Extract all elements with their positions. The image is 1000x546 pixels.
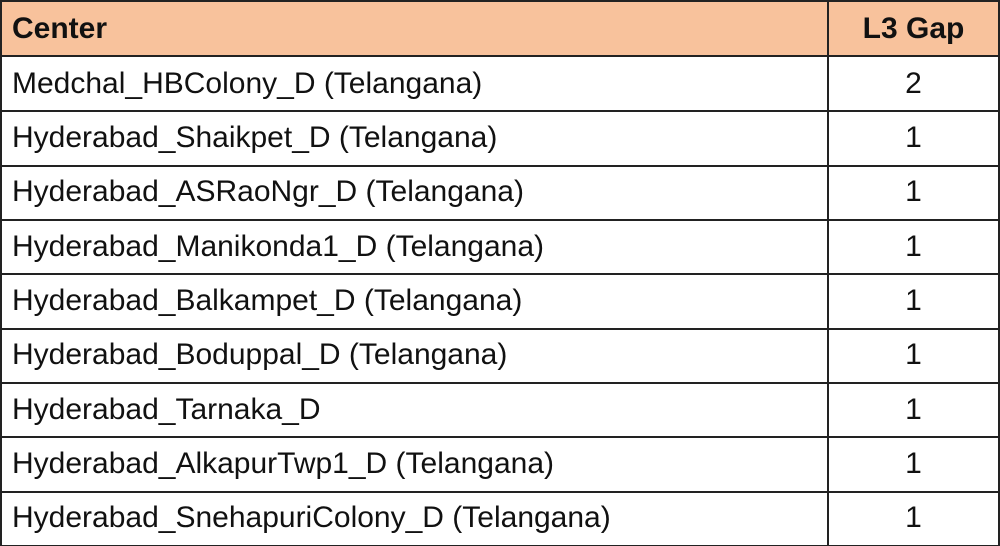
table-cell: 1 [829, 383, 1000, 437]
header-row: Center L3 Gap [0, 0, 1000, 57]
table-cell: Hyderabad_Boduppal_D (Telangana) [0, 328, 829, 382]
table-row: Hyderabad_Manikonda1_D (Telangana) 1 [0, 220, 1000, 276]
table-row: Hyderabad_AlkapurTwp1_D (Telangana) 1 [0, 437, 1000, 493]
table-row: Hyderabad_Balkampet_D (Telangana) 1 [0, 274, 1000, 330]
table-cell: 2 [829, 57, 1000, 111]
table-cell: 1 [829, 328, 1000, 382]
table-cell: 1 [829, 165, 1000, 219]
table-row: Hyderabad_Tarnaka_D 1 [0, 383, 1000, 439]
table-row: Hyderabad_Boduppal_D (Telangana) 1 [0, 328, 1000, 384]
table-cell: Center [0, 2, 829, 55]
table-cell: 1 [829, 111, 1000, 165]
table-cell: Hyderabad_SnehapuriColony_D (Telangana) [0, 491, 829, 545]
table-cell: Hyderabad_ASRaoNgr_D (Telangana) [0, 165, 829, 219]
table-cell: Hyderabad_Tarnaka_D [0, 383, 829, 437]
table-cell: L3 Gap [829, 2, 1000, 55]
table-row: Medchal_HBColony_D (Telangana) 2 [0, 57, 1000, 113]
table-cell: Hyderabad_Balkampet_D (Telangana) [0, 274, 829, 328]
table-row: Hyderabad_ASRaoNgr_D (Telangana) 1 [0, 165, 1000, 221]
table-cell: Medchal_HBColony_D (Telangana) [0, 57, 829, 111]
table-cell: Hyderabad_AlkapurTwp1_D (Telangana) [0, 437, 829, 491]
table-cell: 1 [829, 274, 1000, 328]
table-cell: Hyderabad_Shaikpet_D (Telangana) [0, 111, 829, 165]
table-cell: 1 [829, 491, 1000, 545]
table-cell: 1 [829, 437, 1000, 491]
table-cell: 1 [829, 220, 1000, 274]
table-row: Hyderabad_SnehapuriColony_D (Telangana) 1 [0, 491, 1000, 546]
table-cell: Hyderabad_Manikonda1_D (Telangana) [0, 220, 829, 274]
table-row: Hyderabad_Shaikpet_D (Telangana) 1 [0, 111, 1000, 167]
